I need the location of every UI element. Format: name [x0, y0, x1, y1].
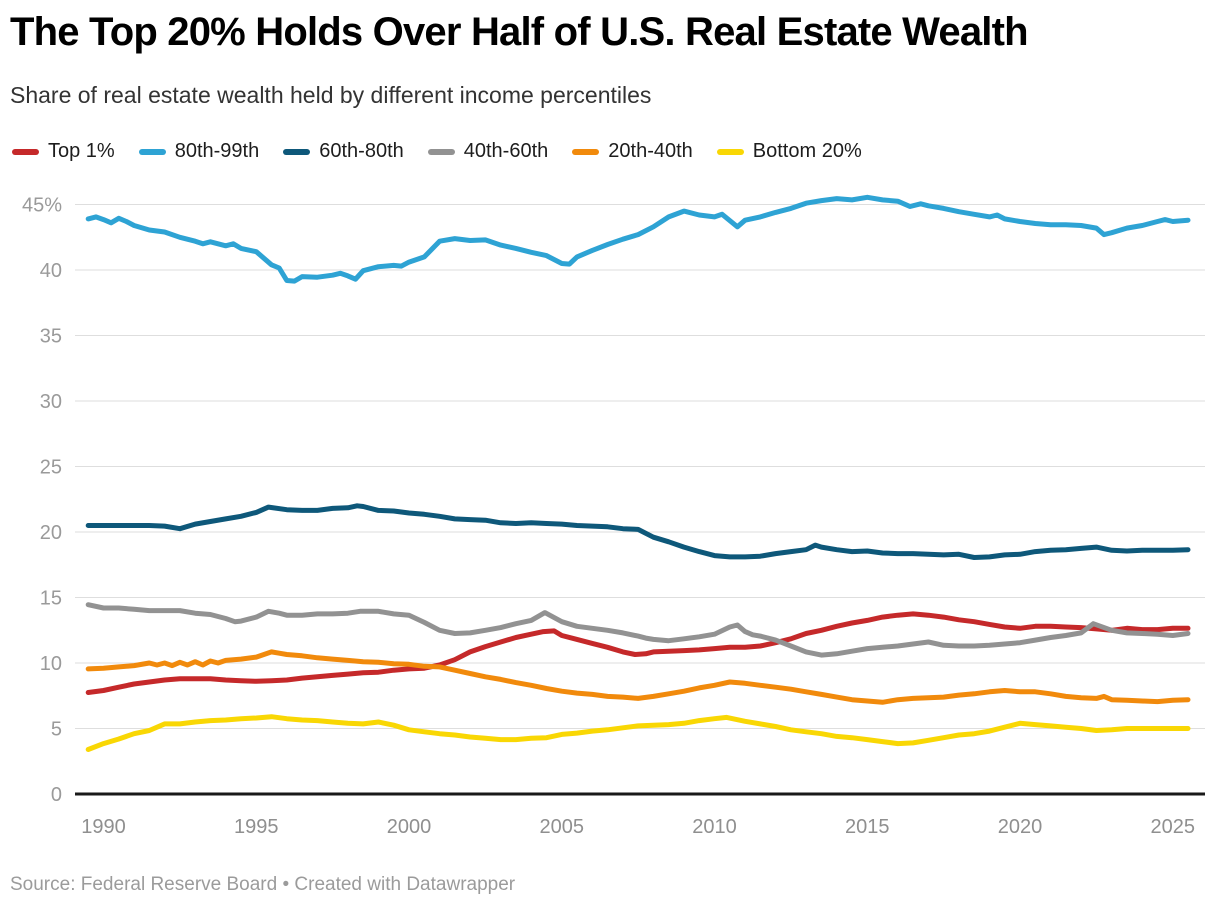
y-tick-label: 45% [22, 195, 62, 217]
line-60th-80th [85, 503, 1191, 560]
legend-item-top-1pct: Top 1% [12, 140, 115, 163]
legend-label: Top 1% [48, 140, 115, 162]
x-tick-label: 2025 [1151, 816, 1196, 838]
x-tick-label: 2000 [387, 816, 432, 838]
line-20th-40th [85, 649, 1191, 705]
x-tick-label: 1990 [81, 816, 126, 838]
y-tick-label: 5 [51, 719, 62, 741]
legend-label: Bottom 20% [752, 140, 862, 162]
chart-title: The Top 20% Holds Over Half of U.S. Real… [10, 10, 1029, 54]
line-bottom-20pct [85, 714, 1191, 752]
x-tick-label: 2010 [692, 816, 737, 838]
y-tick-label: 15 [40, 588, 62, 610]
source-line: Source: Federal Reserve Board • Created … [10, 874, 516, 895]
legend-label: 20th-40th [608, 140, 693, 162]
y-tick-label: 40 [40, 260, 62, 282]
y-tick-label: 20 [40, 522, 62, 544]
line-40th-60th [85, 602, 1191, 658]
chart-subtitle: Share of real estate wealth held by diff… [10, 82, 652, 108]
x-tick-label: 2020 [998, 816, 1043, 838]
legend-item-40th-60th: 40th-60th [427, 140, 549, 163]
y-tick-label: 25 [40, 457, 62, 479]
x-tick-label: 2015 [845, 816, 890, 838]
legend-item-60th-80th: 60th-80th [283, 140, 404, 163]
legend-item-80th-99th: 80th-99th [138, 140, 260, 163]
line-top-1pct [85, 611, 1191, 695]
x-tick-label: 2005 [540, 816, 585, 838]
y-tick-label: 35 [40, 326, 62, 348]
legend-swatch-icon [716, 148, 744, 155]
x-tick-label: 1995 [234, 816, 279, 838]
y-tick-label: 30 [40, 391, 62, 413]
legend-item-20th-40th: 20th-40th [572, 140, 693, 163]
legend-swatch-icon [138, 148, 166, 155]
legend-swatch-icon [12, 148, 39, 155]
legend-swatch-icon [572, 148, 600, 155]
legend-item-bottom-20pct: Bottom 20% [716, 140, 862, 163]
legend-swatch-icon [283, 148, 311, 155]
legend-swatch-icon [427, 148, 455, 155]
y-tick-label: 0 [51, 784, 62, 806]
legend-label: 60th-80th [319, 140, 404, 162]
y-tick-label: 10 [40, 653, 62, 675]
legend-label: 40th-60th [463, 140, 549, 162]
legend: Top 1% 80th-99th 60th-80th 40th-60th 20th-40… [12, 140, 862, 163]
legend-label: 80th-99th [174, 140, 260, 162]
line-80th-99th [85, 194, 1191, 284]
